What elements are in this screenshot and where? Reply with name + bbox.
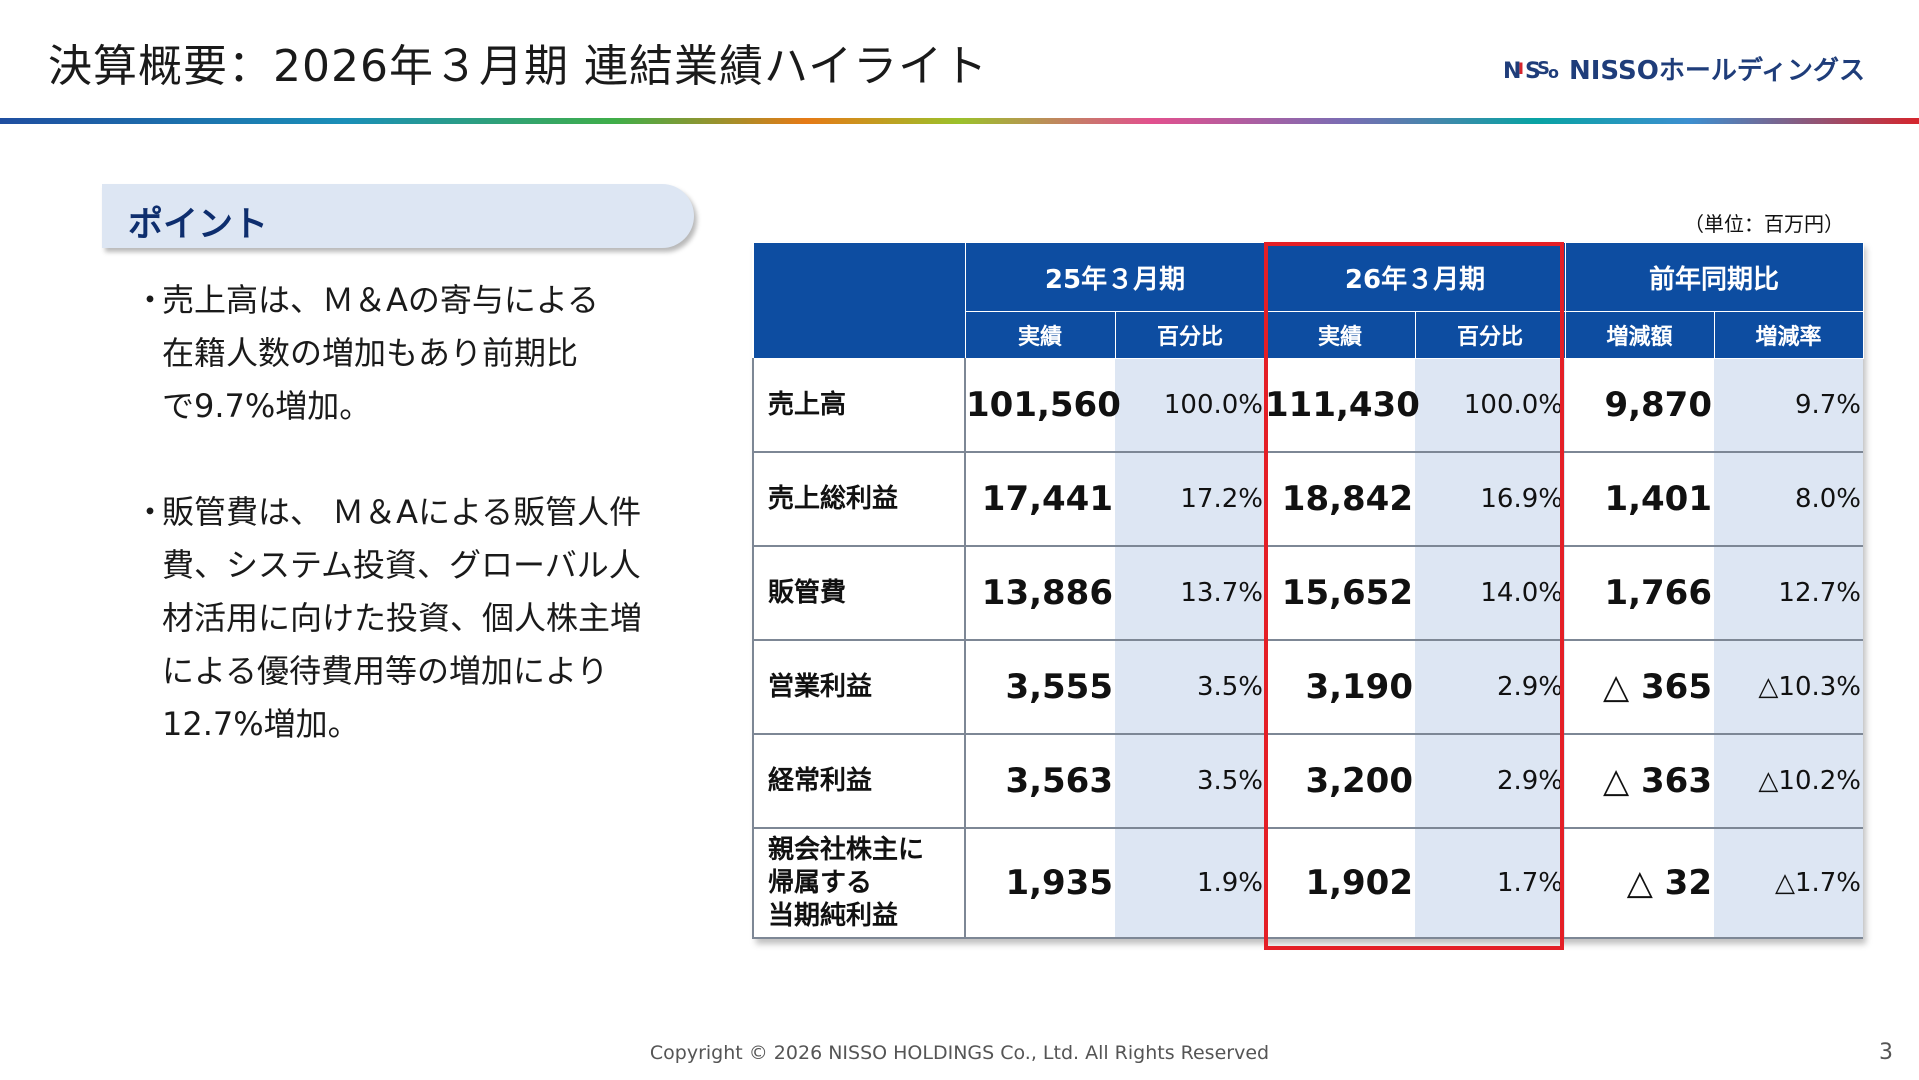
cell-change-amount: △ 363 — [1565, 733, 1714, 829]
point-heading-box: ポイント — [102, 184, 694, 248]
row-label-line: 親会社株主に — [768, 834, 925, 865]
bullet-line: 12.7%増加。 — [162, 705, 360, 743]
subheader-actual: 実績 — [964, 311, 1116, 359]
cell-fy2026-actual: 111,430 — [1265, 358, 1420, 453]
svg-text:S: S — [1537, 58, 1550, 79]
table-row: 売上総利益 17,441 17.2% 18,842 16.9% 1,401 8.… — [752, 451, 1864, 547]
row-label-line: 売上高 — [768, 389, 847, 420]
row-label: 売上高 — [752, 358, 966, 453]
subheader-ratio: 百分比 — [1114, 311, 1266, 359]
svg-text:S: S — [1525, 59, 1541, 84]
cell-fy2026-ratio: 14.0% — [1415, 545, 1565, 641]
cell-change-amount: △ 365 — [1565, 639, 1714, 735]
svg-text:I: I — [1518, 59, 1524, 78]
table-row: 販管費 13,886 13.7% 15,652 14.0% 1,766 12.7… — [752, 545, 1864, 641]
subheader-actual: 実績 — [1264, 311, 1416, 359]
row-label-line: 売上総利益 — [768, 483, 899, 514]
cell-fy2026-ratio: 1.7% — [1415, 827, 1565, 939]
header-yoy: 前年同期比 — [1564, 242, 1864, 312]
bullet-line: 在籍人数の増加もあり前期比 — [162, 334, 579, 372]
cell-fy2026-ratio: 16.9% — [1415, 451, 1565, 547]
cell-change-rate: △10.2% — [1714, 733, 1864, 829]
copyright-footer: Copyright © 2026 NISSO HOLDINGS Co., Ltd… — [649, 1042, 1270, 1064]
cell-fy2026-actual: 18,842 — [1265, 451, 1415, 547]
bullet-line: による優待費用等の増加により — [162, 652, 609, 690]
subheader-change-rate: 増減率 — [1713, 311, 1864, 359]
cell-fy2025-ratio: 3.5% — [1115, 733, 1265, 829]
header-divider — [0, 118, 1919, 124]
row-label: 親会社株主に 帰属する 当期純利益 — [752, 827, 966, 939]
table-row: 経常利益 3,563 3.5% 3,200 2.9% △ 363 △10.2% — [752, 733, 1864, 829]
row-label: 営業利益 — [752, 639, 966, 735]
bullet-dot: ・ — [134, 281, 167, 319]
bullet-list: ・ 売上高は、Ｍ＆Aの寄与による 在籍人数の増加もあり前期比 で9.7%増加。 … — [134, 274, 694, 804]
bullet-dot: ・ — [134, 493, 167, 531]
header-fy2025: 25年３月期 — [964, 242, 1266, 312]
row-label: 販管費 — [752, 545, 966, 641]
bullet-line: 売上高は、Ｍ＆Aの寄与による — [162, 281, 599, 319]
cell-change-rate: 8.0% — [1714, 451, 1864, 547]
table-row: 親会社株主に 帰属する 当期純利益 1,935 1.9% 1,902 1.7% … — [752, 827, 1864, 939]
page-title: 決算概要：2026年３月期 連結業績ハイライト — [48, 41, 989, 92]
cell-change-rate: 9.7% — [1714, 358, 1864, 453]
cell-fy2026-actual: 3,190 — [1265, 639, 1415, 735]
cell-fy2026-actual: 3,200 — [1265, 733, 1415, 829]
row-label-line: 経常利益 — [768, 765, 873, 796]
header-fy2026: 26年３月期 — [1264, 242, 1566, 312]
svg-text:o: o — [1548, 63, 1559, 82]
cell-fy2025-actual: 3,563 — [965, 733, 1115, 829]
cell-fy2026-ratio: 2.9% — [1415, 639, 1565, 735]
cell-fy2025-actual: 13,886 — [965, 545, 1115, 641]
bullet-line: で9.7%増加。 — [162, 387, 372, 425]
header-corner — [752, 242, 966, 359]
bullet-line: 販管費は、 Ｍ＆Aによる販管人件 — [162, 493, 642, 531]
cell-fy2026-ratio: 100.0% — [1415, 358, 1565, 453]
table-row: 売上高 101,560 100.0% 111,430 100.0% 9,870 … — [752, 358, 1864, 453]
cell-change-rate: △10.3% — [1714, 639, 1864, 735]
cell-change-amount: 1,401 — [1565, 451, 1714, 547]
row-label-line: 営業利益 — [768, 671, 873, 702]
bullet-item: ・ 販管費は、 Ｍ＆Aによる販管人件 費、システム投資、グローバル人 材活用に向… — [134, 486, 694, 751]
cell-fy2025-actual: 17,441 — [965, 451, 1115, 547]
results-table: 25年３月期 26年３月期 前年同期比 実績 百分比 実績 百分比 増減額 増減… — [752, 242, 1864, 939]
cell-fy2025-actual: 1,935 — [965, 827, 1115, 939]
cell-fy2025-ratio: 17.2% — [1115, 451, 1265, 547]
page-number: 3 — [1879, 1040, 1893, 1065]
row-label-line: 当期純利益 — [768, 900, 899, 931]
point-heading: ポイント — [128, 205, 269, 245]
cell-fy2025-ratio: 13.7% — [1115, 545, 1265, 641]
table-row: 営業利益 3,555 3.5% 3,190 2.9% △ 365 △10.3% — [752, 639, 1864, 735]
cell-change-rate: 12.7% — [1714, 545, 1864, 641]
row-label-line: 販管費 — [768, 577, 847, 608]
cell-fy2025-actual: 101,560 — [965, 358, 1121, 453]
cell-change-amount: △ 32 — [1565, 827, 1714, 939]
company-logo: N I S S o NISSOホールディングス — [1503, 48, 1865, 88]
unit-label: （単位：百万円） — [1684, 212, 1844, 236]
cell-fy2026-ratio: 2.9% — [1415, 733, 1565, 829]
nisso-logo-mark-icon: N I S S o — [1503, 58, 1559, 84]
cell-fy2025-ratio: 3.5% — [1115, 639, 1265, 735]
bullet-line: 費、システム投資、グローバル人 — [162, 546, 641, 584]
cell-fy2025-ratio: 1.9% — [1115, 827, 1265, 939]
svg-text:N: N — [1503, 59, 1521, 84]
row-label: 経常利益 — [752, 733, 966, 829]
cell-fy2026-actual: 1,902 — [1265, 827, 1415, 939]
row-label-line: 帰属する — [768, 867, 873, 898]
subheader-ratio: 百分比 — [1414, 311, 1566, 359]
bullet-item: ・ 売上高は、Ｍ＆Aの寄与による 在籍人数の増加もあり前期比 で9.7%増加。 — [134, 274, 694, 433]
cell-change-amount: 9,870 — [1565, 358, 1714, 453]
bullet-line: 材活用に向けた投資、個人株主増 — [162, 599, 643, 637]
row-label: 売上総利益 — [752, 451, 966, 547]
cell-fy2025-ratio: 100.0% — [1115, 358, 1265, 453]
logo-text: NISSOホールディングス — [1569, 55, 1865, 86]
cell-fy2025-actual: 3,555 — [965, 639, 1115, 735]
subheader-change-amount: 増減額 — [1564, 311, 1715, 359]
cell-fy2026-actual: 15,652 — [1265, 545, 1415, 641]
cell-change-rate: △1.7% — [1714, 827, 1864, 939]
cell-change-amount: 1,766 — [1565, 545, 1714, 641]
